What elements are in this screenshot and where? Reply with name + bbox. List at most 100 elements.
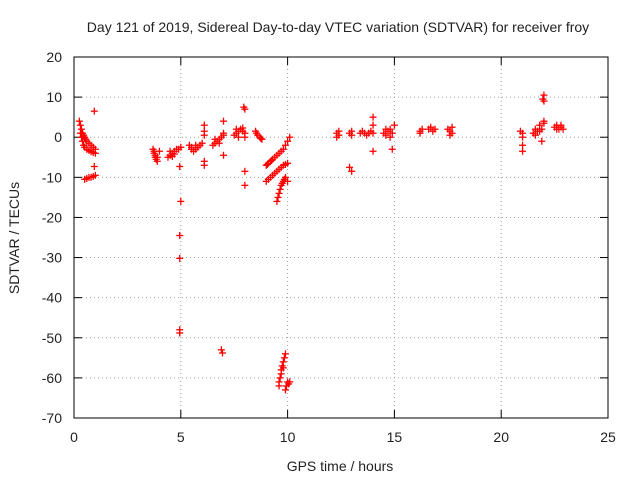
data-point xyxy=(388,129,396,137)
data-point xyxy=(335,127,343,135)
data-point xyxy=(176,163,184,171)
data-point xyxy=(79,137,87,145)
data-point xyxy=(253,129,261,137)
data-point xyxy=(284,177,292,185)
x-tick-label: 25 xyxy=(600,429,616,445)
data-point xyxy=(277,370,285,378)
data-point xyxy=(382,131,390,139)
data-point xyxy=(279,145,287,153)
data-point xyxy=(538,137,546,145)
data-point xyxy=(279,358,287,366)
data-point xyxy=(286,133,294,141)
data-point xyxy=(198,139,206,147)
data-point xyxy=(215,139,223,147)
data-point xyxy=(431,125,439,133)
data-point xyxy=(75,117,83,125)
y-tick-label: -10 xyxy=(42,169,62,185)
data-point xyxy=(274,193,282,201)
data-point xyxy=(166,147,174,155)
data-point xyxy=(418,125,426,133)
data-point xyxy=(276,374,284,382)
data-point xyxy=(281,173,289,181)
data-point xyxy=(369,121,377,129)
data-point xyxy=(241,105,249,113)
data-point xyxy=(200,131,208,139)
data-point xyxy=(211,135,219,143)
data-point xyxy=(536,127,544,135)
data-point xyxy=(348,127,356,135)
y-tick-label: 10 xyxy=(46,89,62,105)
data-point xyxy=(241,133,249,141)
data-point xyxy=(220,151,228,159)
data-point xyxy=(427,123,435,131)
data-point xyxy=(155,147,163,155)
data-point xyxy=(280,354,288,362)
data-point xyxy=(369,147,377,155)
data-point xyxy=(536,121,544,129)
y-tick-label: -60 xyxy=(42,370,62,386)
data-point xyxy=(91,149,99,157)
x-axis-label: GPS time / hours xyxy=(287,458,394,474)
y-tick-label: -50 xyxy=(42,330,62,346)
data-point xyxy=(241,181,249,189)
data-point xyxy=(281,141,289,149)
data-point xyxy=(275,378,283,386)
data-point xyxy=(239,124,247,132)
x-tick-label: 15 xyxy=(387,429,403,445)
data-point xyxy=(90,163,98,171)
data-point xyxy=(540,117,548,125)
data-point xyxy=(279,364,287,372)
data-point xyxy=(91,171,99,179)
data-point xyxy=(540,91,548,99)
y-tick-label: -20 xyxy=(42,209,62,225)
data-point xyxy=(76,129,84,137)
data-point xyxy=(286,378,294,386)
data-point xyxy=(176,254,184,262)
data-point xyxy=(77,125,85,133)
y-tick-label: 0 xyxy=(54,129,62,145)
data-point xyxy=(519,133,527,141)
data-point xyxy=(390,121,398,129)
data-point xyxy=(540,97,548,105)
data-point xyxy=(220,117,228,125)
data-point xyxy=(90,107,98,115)
data-point xyxy=(559,125,567,133)
chart-title: Day 121 of 2019, Sidereal Day-to-day VTE… xyxy=(87,19,589,35)
data-point xyxy=(369,113,377,121)
data-point xyxy=(281,386,289,394)
data-point xyxy=(386,133,394,141)
data-point xyxy=(187,143,195,151)
data-point xyxy=(234,133,242,141)
data-point xyxy=(281,350,289,358)
data-point xyxy=(333,133,341,141)
data-point xyxy=(192,141,200,149)
grid xyxy=(74,57,608,418)
data-point xyxy=(553,125,561,133)
data-point xyxy=(176,231,184,239)
data-point xyxy=(519,141,527,149)
data-point xyxy=(531,131,539,139)
data-point xyxy=(369,129,377,137)
data-point xyxy=(448,129,456,137)
data-point xyxy=(448,123,456,131)
data-point xyxy=(200,161,208,169)
data-point xyxy=(218,349,226,357)
x-tick-label: 0 xyxy=(70,429,78,445)
data-point xyxy=(284,137,292,145)
y-axis-label: SDTVAR / TECUs xyxy=(6,182,22,294)
data-point xyxy=(258,135,266,143)
data-point xyxy=(76,121,84,129)
axis-ticks: 0 5 10 15 20 25 -70 -60 -50 -40 -30 -20 -10 0 10 20 xyxy=(42,49,616,445)
x-tick-label: 5 xyxy=(177,429,185,445)
data-point xyxy=(241,167,249,175)
data-point xyxy=(275,189,283,197)
data-point xyxy=(176,329,184,337)
data-point xyxy=(388,145,396,153)
data-point xyxy=(348,167,356,175)
y-tick-label: -40 xyxy=(42,290,62,306)
data-point xyxy=(232,125,240,133)
data-point xyxy=(200,121,208,129)
data-point xyxy=(416,129,424,137)
plot-frame xyxy=(73,56,609,419)
